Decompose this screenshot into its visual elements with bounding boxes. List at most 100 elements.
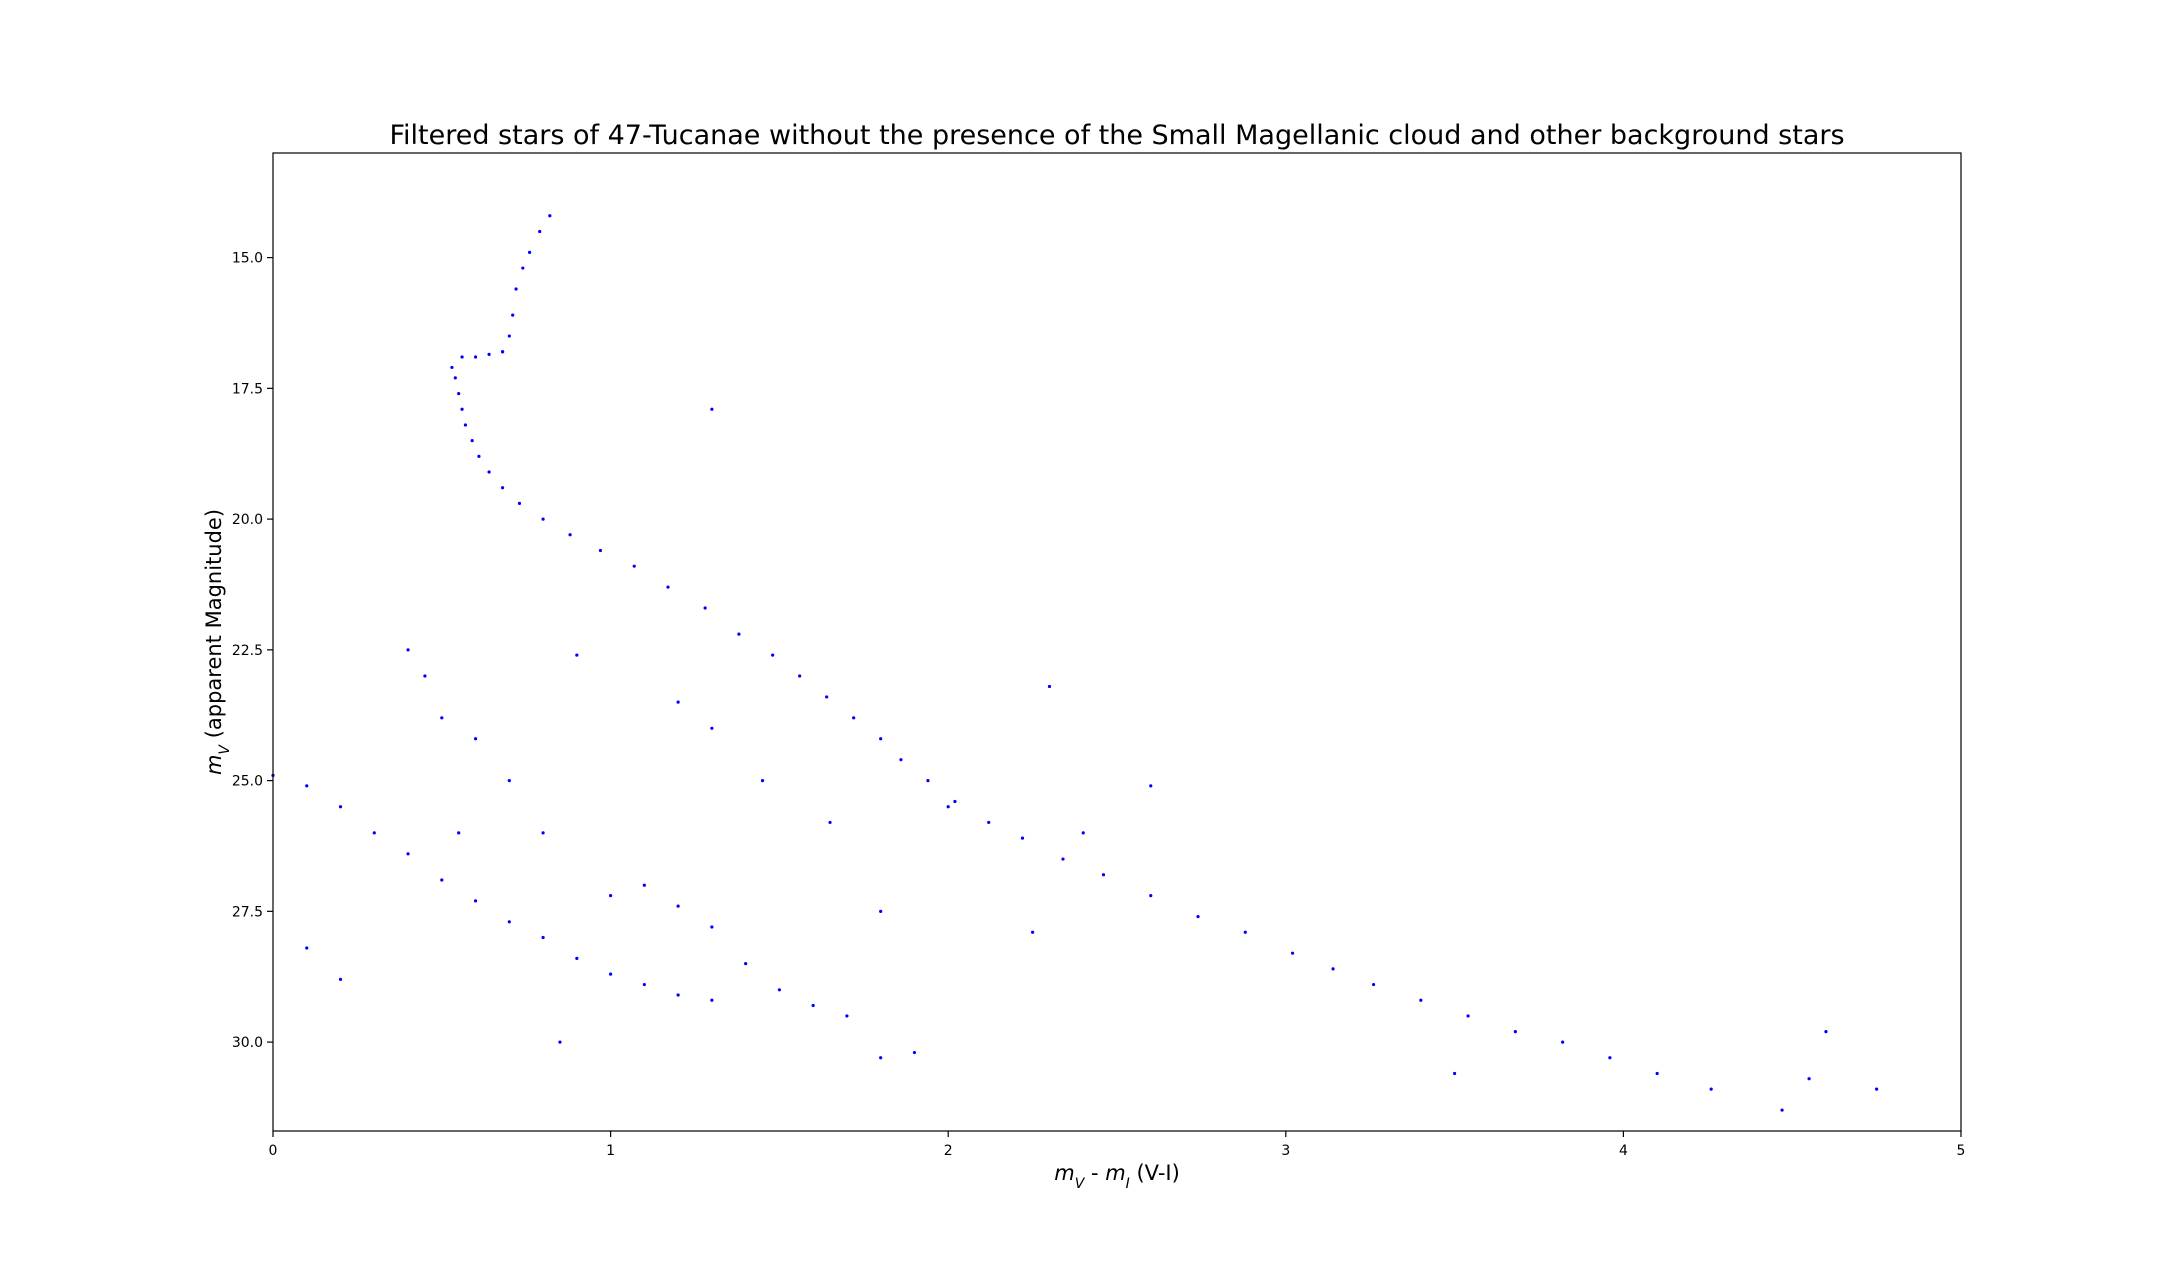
data-point-scattered-field xyxy=(558,1040,562,1044)
data-point-red-giant-branch xyxy=(538,229,542,234)
data-point-main-sequence xyxy=(1608,1056,1612,1060)
data-point-scattered-field xyxy=(1081,831,1085,835)
data-point-main-sequence xyxy=(852,716,856,720)
data-point-scattered-field xyxy=(457,831,461,835)
data-point-red-giant-branch xyxy=(514,287,518,291)
data-point-main-sequence xyxy=(1466,1014,1470,1018)
data-point-white-dwarf-sequence xyxy=(440,878,444,882)
x-tick-label: 5 xyxy=(1957,1143,1966,1159)
y-tick-label: 30.0 xyxy=(232,1035,263,1051)
data-point-scattered-field xyxy=(406,648,410,652)
data-point-scattered-field xyxy=(760,778,765,783)
data-point-main-sequence xyxy=(1513,1030,1517,1034)
data-point-white-dwarf-sequence xyxy=(507,920,511,924)
data-point-main-sequence xyxy=(457,391,461,396)
data-point-main-sequence xyxy=(879,737,883,741)
data-point-main-sequence xyxy=(541,517,545,521)
y-tick-label: 22.5 xyxy=(232,643,263,659)
data-point-red-giant-branch xyxy=(527,250,532,254)
data-point-main-sequence xyxy=(1290,951,1295,955)
data-point-main-sequence xyxy=(1196,914,1200,919)
data-point-scattered-field xyxy=(1824,1030,1828,1034)
y-tick-label: 17.5 xyxy=(232,381,263,397)
data-point-scattered-field xyxy=(777,988,782,992)
data-point-main-sequence xyxy=(477,454,481,458)
data-point-white-dwarf-sequence xyxy=(406,852,410,856)
data-point-scattered-field xyxy=(828,820,832,825)
data-point-main-sequence xyxy=(1020,836,1025,840)
data-point-subgiant-branch xyxy=(450,365,454,370)
data-point-red-giant-branch xyxy=(507,334,511,338)
y-tick-label: 20.0 xyxy=(232,512,263,528)
data-point-white-dwarf-sequence xyxy=(372,831,376,835)
data-point-scattered-field xyxy=(1875,1087,1879,1091)
data-point-main-sequence xyxy=(1709,1087,1713,1091)
data-point-main-sequence xyxy=(1371,982,1376,987)
x-tick-label: 1 xyxy=(606,1143,615,1159)
data-point-scattered-field xyxy=(423,674,427,678)
data-point-main-sequence xyxy=(453,376,457,380)
data-point-scattered-field xyxy=(305,946,309,950)
data-point-scattered-field xyxy=(879,909,883,913)
data-point-scattered-field xyxy=(676,700,680,704)
data-point-red-giant-branch xyxy=(511,313,515,317)
data-point-red-giant-branch xyxy=(521,266,525,270)
data-point-main-sequence xyxy=(926,778,930,783)
data-point-white-dwarf-sequence xyxy=(710,998,714,1002)
data-point-main-sequence xyxy=(632,564,636,568)
x-tick-label: 2 xyxy=(944,1143,953,1159)
y-tick-label: 25.0 xyxy=(232,774,263,790)
data-point-scattered-field xyxy=(912,1050,917,1055)
data-point-main-sequence xyxy=(899,758,903,762)
data-point-scattered-field xyxy=(541,831,545,835)
data-points xyxy=(271,214,1879,1112)
x-axis: 0 1 2 3 4 5 xyxy=(269,1131,1966,1159)
data-point-white-dwarf-sequence xyxy=(609,972,613,976)
data-point-main-sequence xyxy=(463,423,468,427)
data-point-scattered-field xyxy=(1807,1077,1811,1081)
data-point-main-sequence xyxy=(1561,1040,1565,1044)
y-axis: 15.0 17.5 20.0 22.5 25.0 27.5 30.0 xyxy=(232,251,273,1051)
data-point-main-sequence xyxy=(460,407,464,411)
chart-title: Filtered stars of 47-Tucanae without the… xyxy=(389,120,1844,151)
data-point-subgiant-branch xyxy=(460,355,464,359)
data-point-main-sequence xyxy=(737,632,741,636)
data-point-scattered-field xyxy=(473,737,478,741)
data-point-scattered-field xyxy=(879,1056,883,1060)
data-point-main-sequence xyxy=(825,695,829,699)
plot-frame xyxy=(272,152,1962,1132)
data-point-scattered-field xyxy=(744,962,748,966)
data-point-main-sequence xyxy=(771,653,775,657)
data-point-scattered-field xyxy=(710,726,714,730)
x-tick-label: 0 xyxy=(269,1143,278,1159)
data-point-scattered-field xyxy=(575,653,579,657)
data-point-main-sequence xyxy=(598,548,603,553)
data-point-subgiant-branch xyxy=(487,352,491,356)
data-point-main-sequence xyxy=(703,606,707,610)
data-point-main-sequence xyxy=(1149,894,1153,898)
data-point-subgiant-branch xyxy=(473,355,478,359)
data-point-scattered-field xyxy=(1453,1071,1457,1076)
x-tick-label: 4 xyxy=(1619,1143,1628,1159)
x-axis-label: mV - mI (V-I) xyxy=(1054,1161,1180,1192)
data-point-scattered-field xyxy=(811,1003,815,1008)
data-point-main-sequence xyxy=(1101,873,1106,877)
data-point-scattered-field xyxy=(1047,684,1052,689)
data-point-scattered-field xyxy=(507,778,511,783)
data-point-scattered-field xyxy=(609,894,613,898)
data-point-main-sequence xyxy=(666,585,670,589)
data-point-main-sequence xyxy=(1655,1071,1659,1076)
data-point-main-sequence xyxy=(1780,1108,1784,1112)
y-tick-label: 15.0 xyxy=(232,251,263,267)
data-point-main-sequence xyxy=(953,799,957,804)
data-point-scattered-field xyxy=(338,977,343,981)
data-point-main-sequence xyxy=(500,486,505,490)
data-point-main-sequence xyxy=(487,470,491,474)
data-point-main-sequence xyxy=(798,674,802,678)
data-point-main-sequence xyxy=(568,533,572,537)
data-point-scattered-field xyxy=(845,1014,849,1018)
data-point-main-sequence xyxy=(1061,857,1065,861)
data-point-scattered-field xyxy=(946,805,950,809)
y-axis-label: mV (apparent Magnitude) xyxy=(202,509,233,775)
